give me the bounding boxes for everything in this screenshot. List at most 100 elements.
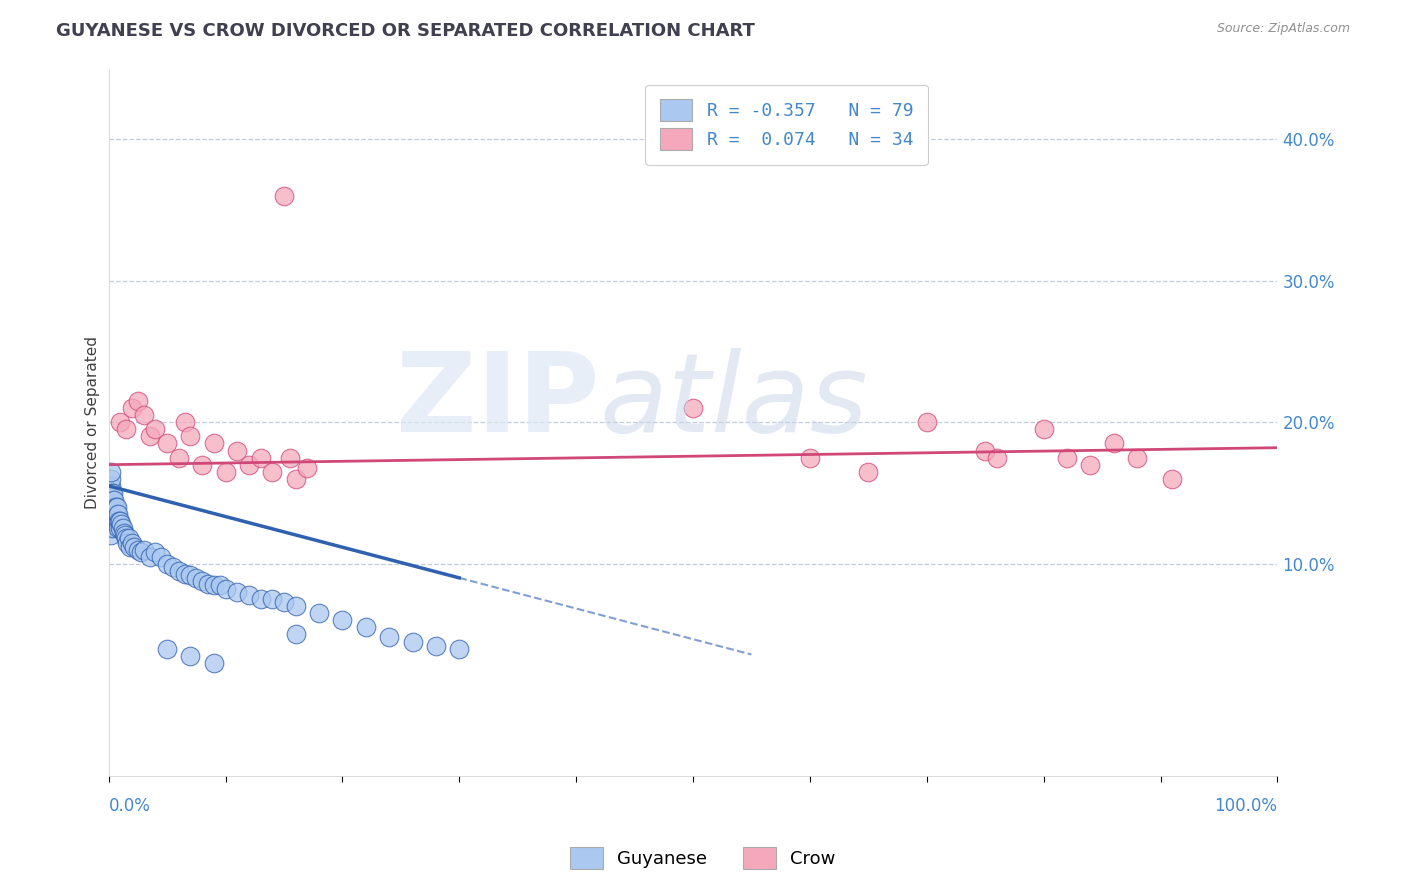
Point <box>100 493 122 508</box>
Point <box>101 486 124 500</box>
Point <box>273 595 295 609</box>
Text: Source: ZipAtlas.com: Source: ZipAtlas.com <box>1216 22 1350 36</box>
Point <box>100 472 122 486</box>
Point <box>156 641 179 656</box>
Point <box>284 627 307 641</box>
Point <box>156 557 179 571</box>
Point <box>110 517 132 532</box>
Point <box>110 514 132 528</box>
Point <box>401 634 423 648</box>
Legend: R = -0.357   N = 79, R =  0.074   N = 34: R = -0.357 N = 79, R = 0.074 N = 34 <box>645 85 928 165</box>
Point <box>104 507 127 521</box>
Point <box>186 571 208 585</box>
Point <box>121 535 143 549</box>
Point <box>131 545 153 559</box>
Point <box>214 582 236 597</box>
Point <box>103 493 125 508</box>
Point <box>179 429 201 443</box>
Point <box>173 566 195 581</box>
Point <box>262 465 284 479</box>
Point <box>425 639 447 653</box>
Point <box>1126 450 1149 465</box>
Point <box>118 540 141 554</box>
Point <box>162 559 184 574</box>
Point <box>1161 472 1184 486</box>
Point <box>132 542 155 557</box>
Text: ZIP: ZIP <box>396 348 599 455</box>
Point <box>145 545 167 559</box>
Point <box>104 500 127 515</box>
Point <box>354 620 377 634</box>
Point <box>173 415 195 429</box>
Text: 100.0%: 100.0% <box>1215 797 1278 815</box>
Text: 0.0%: 0.0% <box>108 797 150 815</box>
Point <box>103 514 125 528</box>
Point <box>114 528 136 542</box>
Point <box>202 436 225 450</box>
Point <box>117 535 139 549</box>
Point <box>108 514 131 528</box>
Point <box>156 436 179 450</box>
Point <box>191 574 214 588</box>
Point <box>100 514 122 528</box>
Point <box>138 429 160 443</box>
Y-axis label: Divorced or Separated: Divorced or Separated <box>86 335 100 508</box>
Point <box>332 613 354 627</box>
Point <box>98 500 121 515</box>
Point <box>378 630 401 644</box>
Point <box>145 422 167 436</box>
Point <box>101 493 124 508</box>
Point <box>262 592 284 607</box>
Point <box>682 401 704 415</box>
Point <box>202 578 225 592</box>
Point <box>974 443 997 458</box>
Point <box>226 585 249 599</box>
Point <box>121 401 143 415</box>
Point <box>105 507 128 521</box>
Point <box>138 549 160 564</box>
Point <box>117 531 139 545</box>
Point <box>100 465 122 479</box>
Point <box>127 394 149 409</box>
Point <box>1056 450 1078 465</box>
Point <box>103 507 125 521</box>
Point <box>103 500 125 515</box>
Point <box>915 415 938 429</box>
Point <box>1080 458 1102 472</box>
Point <box>111 521 134 535</box>
Point <box>858 465 880 479</box>
Point <box>110 521 132 535</box>
Point <box>103 521 125 535</box>
Text: atlas: atlas <box>599 348 868 455</box>
Point <box>297 460 319 475</box>
Point <box>197 576 219 591</box>
Point <box>101 500 124 515</box>
Point <box>799 450 821 465</box>
Point <box>115 422 138 436</box>
Point <box>1032 422 1054 436</box>
Point <box>98 507 121 521</box>
Text: GUYANESE VS CROW DIVORCED OR SEPARATED CORRELATION CHART: GUYANESE VS CROW DIVORCED OR SEPARATED C… <box>56 22 755 40</box>
Point <box>104 514 127 528</box>
Point <box>107 507 129 521</box>
Point <box>284 472 307 486</box>
Point <box>167 564 190 578</box>
Point <box>98 486 121 500</box>
Point <box>238 588 260 602</box>
Point <box>100 479 122 493</box>
Point <box>191 458 214 472</box>
Point <box>132 408 155 422</box>
Point <box>110 415 132 429</box>
Point <box>986 450 1008 465</box>
Point <box>103 493 125 508</box>
Point <box>249 450 271 465</box>
Point <box>100 521 122 535</box>
Point <box>238 458 260 472</box>
Point <box>100 528 122 542</box>
Point <box>214 465 236 479</box>
Point <box>101 514 124 528</box>
Point <box>103 507 125 521</box>
Point <box>103 486 125 500</box>
Legend: Guyanese, Crow: Guyanese, Crow <box>561 838 845 879</box>
Point <box>208 578 231 592</box>
